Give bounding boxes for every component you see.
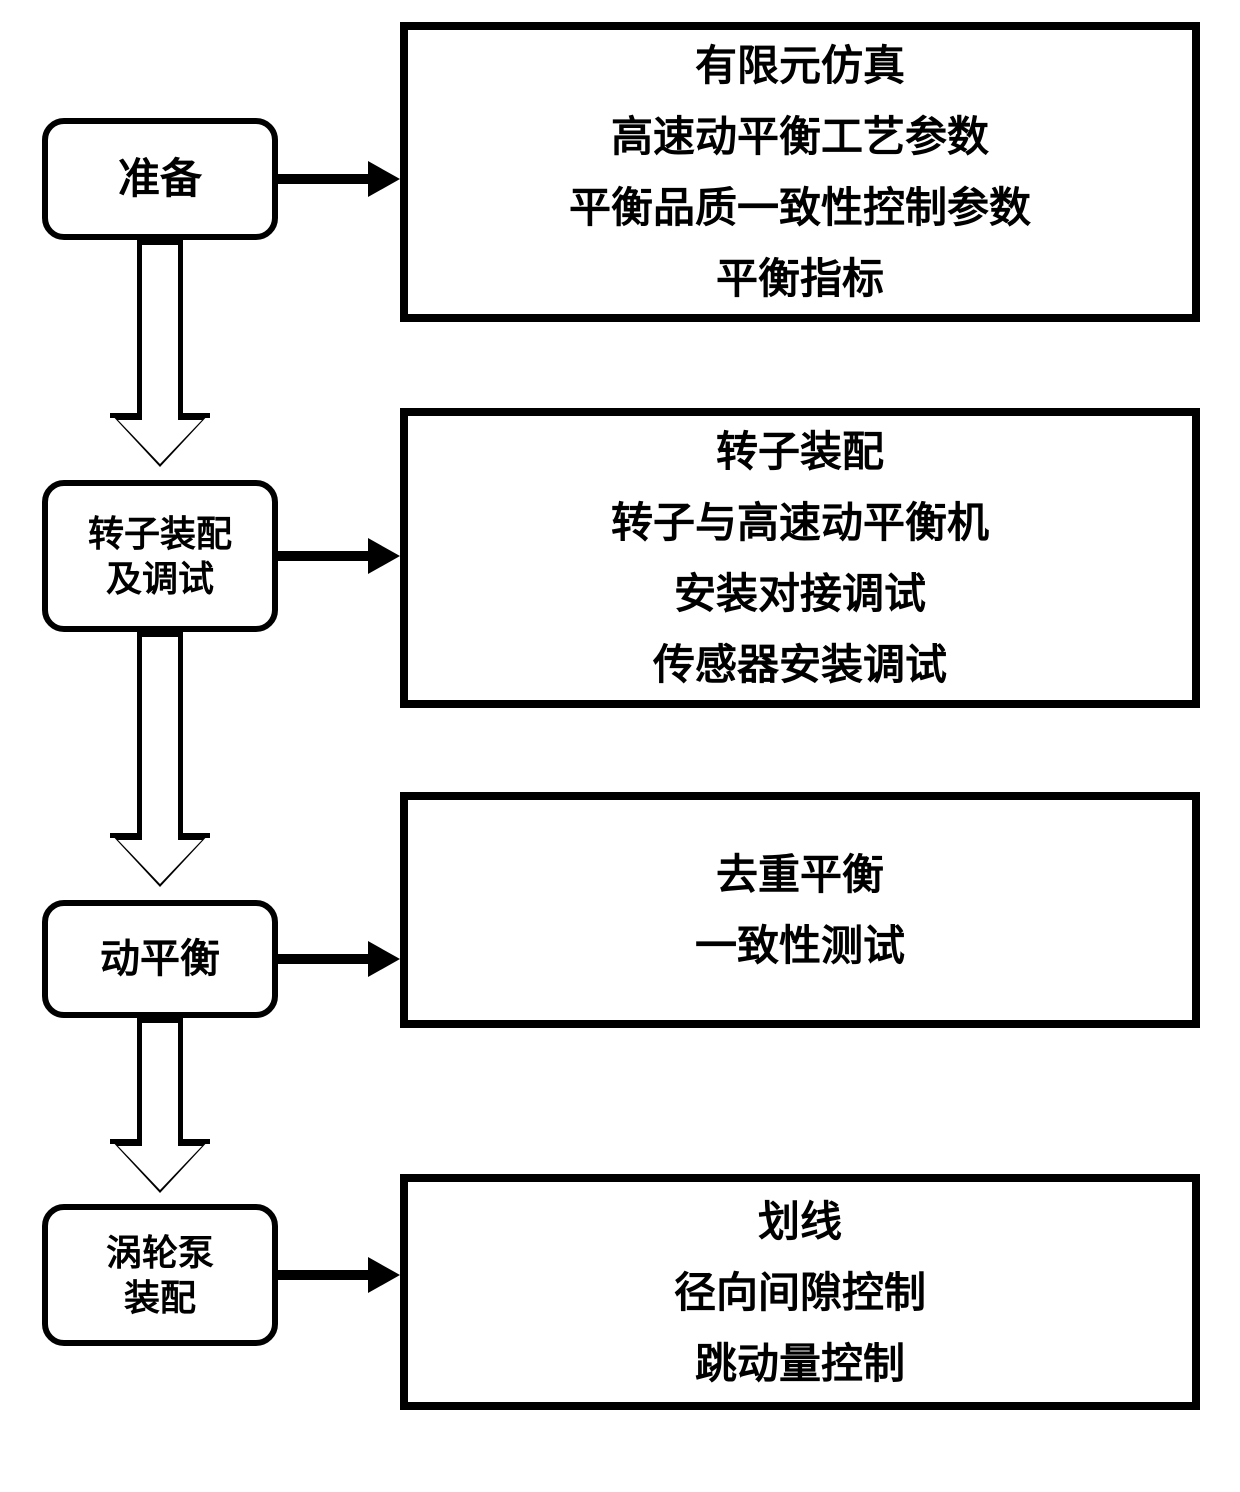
detail-line: 平衡指标 [716, 247, 884, 310]
detail-line: 安装对接调试 [674, 562, 926, 625]
flow-node-label: 准备 [118, 153, 202, 206]
detail-line: 有限元仿真 [695, 34, 905, 97]
detail-box-b3: 去重平衡一致性测试 [400, 792, 1200, 1028]
detail-box-b1: 有限元仿真高速动平衡工艺参数平衡品质一致性控制参数平衡指标 [400, 22, 1200, 322]
detail-line: 跳动量控制 [695, 1332, 905, 1395]
detail-box-b2: 转子装配转子与高速动平衡机安装对接调试传感器安装调试 [400, 408, 1200, 708]
flow-node-label: 转子装配 [88, 511, 232, 556]
detail-line: 去重平衡 [716, 843, 884, 906]
detail-line: 转子与高速动平衡机 [611, 491, 989, 554]
flow-node-label: 及调试 [88, 556, 232, 601]
flow-node-n2: 转子装配及调试 [42, 480, 278, 632]
detail-box-b4: 划线径向间隙控制跳动量控制 [400, 1174, 1200, 1410]
flow-node-label: 涡轮泵 [106, 1230, 214, 1275]
flow-node-n1: 准备 [42, 118, 278, 240]
detail-line: 传感器安装调试 [653, 633, 947, 696]
detail-line: 平衡品质一致性控制参数 [569, 176, 1031, 239]
detail-line: 径向间隙控制 [674, 1261, 926, 1324]
detail-line: 划线 [758, 1190, 842, 1253]
detail-line: 高速动平衡工艺参数 [611, 105, 989, 168]
detail-line: 一致性测试 [695, 914, 905, 977]
flow-node-n4: 涡轮泵装配 [42, 1204, 278, 1346]
flow-node-n3: 动平衡 [42, 900, 278, 1018]
flow-node-label: 装配 [106, 1275, 214, 1320]
flow-node-label: 动平衡 [100, 934, 220, 984]
detail-line: 转子装配 [716, 420, 884, 483]
